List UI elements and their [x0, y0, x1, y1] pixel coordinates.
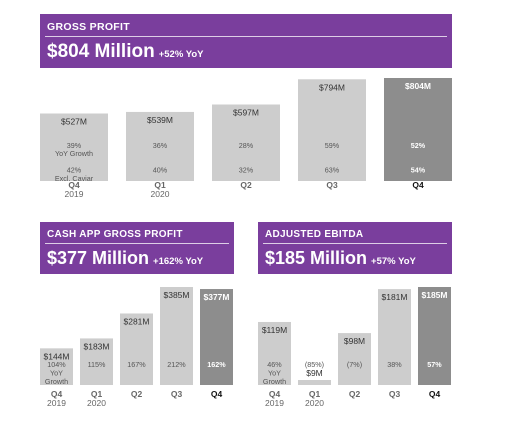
bar-value-label: $597M	[233, 108, 259, 118]
bar-value-label: $98M	[344, 336, 365, 346]
bar	[160, 287, 193, 385]
bar-value-label: $183M	[84, 341, 110, 351]
bar	[298, 380, 331, 385]
bar-note-label: 57%	[427, 360, 442, 369]
bar-note-label: 38%	[387, 360, 402, 369]
bar	[378, 289, 411, 385]
bar	[80, 338, 113, 385]
category-label: Q3	[171, 389, 183, 399]
gross-profit-headline: $804 Million +52% YoY	[47, 41, 204, 63]
adjusted-ebitda-title: ADJUSTED EBITDA	[265, 229, 364, 240]
bar-note-label: 115%	[88, 360, 106, 369]
bar	[212, 104, 280, 181]
bar-note-label: 104%	[47, 360, 66, 369]
bar-value-label: $281M	[124, 316, 150, 326]
bar-note-label: Growth	[45, 377, 68, 386]
cash-app-banner: CASH APP GROSS PROFIT $377 Million +162% …	[40, 222, 234, 274]
bar-value-label: $385M	[164, 290, 190, 300]
bar-note-label: 32%	[239, 166, 254, 175]
gross-profit-divider	[45, 36, 447, 37]
category-label: Q1	[309, 389, 321, 399]
adjusted-ebitda-headline-value: $185 Million	[265, 248, 368, 268]
category-label: Q4	[412, 180, 424, 190]
category-label: 2020	[151, 189, 170, 199]
category-label: 2019	[65, 189, 84, 199]
adjusted-ebitda-banner: ADJUSTED EBITDA $185 Million +57% YoY	[258, 222, 452, 274]
gross-profit-headline-value: $804 Million	[47, 41, 155, 62]
bar-value-label: $119M	[262, 325, 287, 335]
bar-note-label: 162%	[207, 360, 226, 369]
bar-note-label: YoY	[50, 369, 63, 378]
bar-note-label: 167%	[127, 360, 146, 369]
bar-value-label: $804M	[405, 81, 431, 91]
category-label: Q4	[51, 389, 63, 399]
bar-value-label: $377M	[204, 292, 230, 302]
gross-profit-headline-yoy: +52% YoY	[158, 49, 204, 60]
bar-note-label: Excl. Caviar	[55, 174, 94, 183]
bar-note-label: Growth	[263, 377, 286, 386]
bar-note-label: 54%	[411, 166, 426, 175]
category-label: Q4	[211, 389, 223, 399]
bar	[384, 78, 452, 181]
bar-note-label: 40%	[153, 166, 168, 175]
bar	[258, 321, 291, 385]
bar	[200, 289, 233, 385]
bar-note-label: 36%	[153, 141, 168, 150]
bar-note-label: (85%)	[305, 360, 324, 369]
gross-profit-banner: GROSS PROFIT $804 Million +52% YoY	[40, 14, 452, 68]
bar-note-label: 46%	[267, 360, 282, 369]
adjusted-ebitda-headline: $185 Million +57% YoY	[265, 248, 416, 269]
bar-note-label: 28%	[239, 141, 254, 150]
bar	[120, 313, 153, 385]
gross-profit-title: GROSS PROFIT	[47, 21, 130, 33]
bar-note-label: 63%	[325, 166, 340, 175]
cash-app-title: CASH APP GROSS PROFIT	[47, 229, 183, 240]
cash-app-headline-yoy: +162% YoY	[153, 256, 204, 267]
bar	[298, 79, 366, 181]
category-label: 2019	[265, 398, 284, 408]
bar-note-label: (7%)	[347, 360, 362, 369]
bar	[126, 111, 194, 181]
cash-app-headline: $377 Million +162% YoY	[47, 248, 203, 269]
bar	[418, 287, 451, 385]
adjusted-ebitda-chart: $119M46%YoYGrowthQ42019$9M(85%)Q12020$98…	[258, 287, 451, 408]
bar-value-label: $181M	[382, 292, 408, 302]
bar-note-label: 59%	[325, 141, 340, 150]
bar-note-label: 42%	[67, 166, 82, 175]
adjusted-ebitda-headline-yoy: +57% YoY	[371, 256, 416, 267]
category-label: Q2	[349, 389, 361, 399]
bar	[40, 113, 108, 181]
category-label: Q3	[389, 389, 401, 399]
category-label: Q1	[91, 389, 103, 399]
category-label: 2020	[87, 398, 106, 408]
bar-note-label: 39%	[67, 141, 82, 150]
adjusted-ebitda-divider	[263, 243, 447, 244]
bar	[338, 333, 371, 385]
category-label: Q1	[154, 180, 166, 190]
cash-app-chart: $144M104%YoYGrowthQ42019$183M115%Q12020$…	[40, 287, 233, 408]
bar-value-label: $794M	[319, 82, 345, 92]
bar-note-label: YoY	[268, 369, 281, 378]
category-label: Q3	[326, 180, 338, 190]
category-label: 2020	[305, 398, 324, 408]
bar-note-label: YoY Growth	[55, 149, 93, 158]
bar-value-label: $9M	[306, 368, 323, 378]
category-label: Q4	[269, 389, 281, 399]
bar-value-label: $185M	[422, 290, 448, 300]
category-label: Q2	[240, 180, 252, 190]
category-label: 2019	[47, 398, 66, 408]
bar-value-label: $527M	[61, 116, 87, 126]
bar-note-label: 212%	[167, 360, 186, 369]
bar-value-label: $539M	[147, 115, 173, 125]
category-label: Q4	[68, 180, 80, 190]
category-label: Q4	[429, 389, 441, 399]
cash-app-headline-value: $377 Million	[47, 248, 150, 268]
category-label: Q2	[131, 389, 143, 399]
bar	[40, 348, 73, 385]
bar-value-label: $144M	[44, 351, 70, 361]
bar-note-label: 52%	[411, 141, 426, 150]
cash-app-divider	[45, 243, 229, 244]
